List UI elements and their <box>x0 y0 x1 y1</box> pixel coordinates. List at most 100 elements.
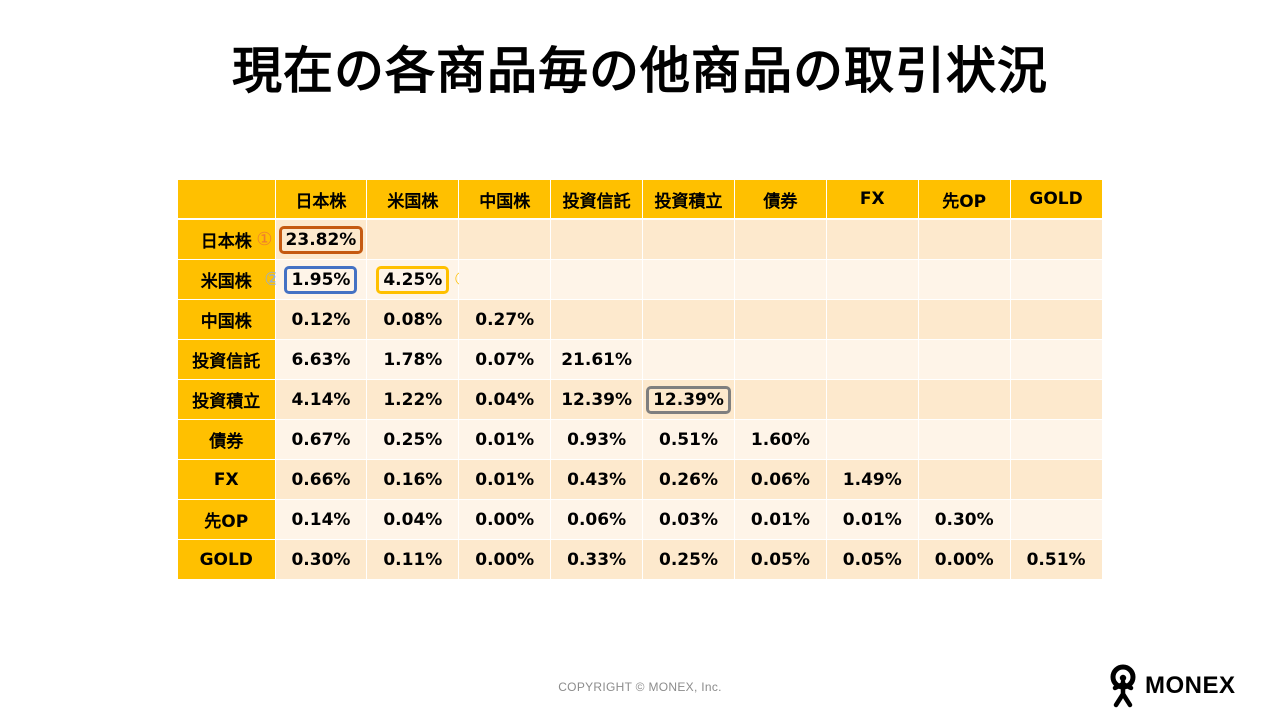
marker-1: ① <box>256 228 273 250</box>
row-header: FX <box>178 459 276 500</box>
table-cell <box>366 219 460 260</box>
table-row: 日本株 ① 23.82% <box>178 219 1103 260</box>
table-cell: 0.67% <box>275 419 368 460</box>
row-header: 先OP <box>178 499 276 540</box>
column-header: 債券 <box>734 180 827 220</box>
table-cell <box>918 299 1011 340</box>
table-cell <box>734 379 827 420</box>
table-cell <box>734 299 827 340</box>
highlighted-value-3: 4.25% <box>376 265 450 294</box>
table-cell <box>734 219 827 260</box>
table-cell <box>458 259 552 300</box>
page-title: 現在の各商品毎の他商品の取引状況 <box>232 42 1048 100</box>
table-cell: 0.30% <box>275 539 368 580</box>
table-cell: 0.07% <box>458 339 552 380</box>
table-cell <box>1010 259 1103 300</box>
table-cell: 0.01% <box>826 499 919 540</box>
table-cell <box>826 379 919 420</box>
table-cell: 1.22% <box>366 379 460 420</box>
monex-figure-icon <box>1106 664 1140 708</box>
table-cell <box>826 219 919 260</box>
table-cell <box>642 259 735 300</box>
table-cell: 0.30% <box>918 499 1011 540</box>
table-cell <box>642 299 735 340</box>
table-cell: 23.82% <box>275 219 368 260</box>
table-cell: 0.00% <box>458 499 552 540</box>
table-cell <box>550 299 644 340</box>
column-header: FX <box>826 180 919 220</box>
table-cell: 0.25% <box>366 419 460 460</box>
column-header: 中国株 <box>458 180 552 220</box>
table-cell: 1.95% <box>275 259 368 300</box>
table-cell <box>1010 339 1103 380</box>
table-cell: 0.04% <box>366 499 460 540</box>
table-row: 中国株 0.12% 0.08% 0.27% <box>178 299 1103 340</box>
monex-logo: MONEX <box>1106 664 1236 708</box>
table-cell <box>734 339 827 380</box>
row-header: 米国株 ② <box>178 259 281 300</box>
table-cell: 0.12% <box>275 299 368 340</box>
table-row: FX 0.66% 0.16% 0.01% 0.43% 0.26% 0.06% 1… <box>178 459 1103 500</box>
table-cell: 0.06% <box>734 459 827 500</box>
row-header-label: 日本株 <box>200 232 252 252</box>
table-cell: 4.14% <box>275 379 368 420</box>
table-cell: 6.63% <box>275 339 368 380</box>
table-row: 債券 0.67% 0.25% 0.01% 0.93% 0.51% 1.60% <box>178 419 1103 460</box>
table-cell <box>826 419 919 460</box>
cross-trading-matrix: 日本株 米国株 中国株 投資信託 投資積立 債券 FX 先OP GOLD 日本株… <box>178 180 1103 580</box>
row-header: 日本株 ① <box>178 219 276 260</box>
table-cell: 0.26% <box>642 459 735 500</box>
table-cell: 12.39% <box>550 379 644 420</box>
table-cell: 0.06% <box>550 499 644 540</box>
table-cell <box>1010 459 1103 500</box>
table-cell: 0.00% <box>458 539 552 580</box>
column-header: 投資信託 <box>550 180 644 220</box>
table-cell <box>642 339 735 380</box>
logo-text: MONEX <box>1145 672 1236 699</box>
table-cell <box>918 419 1011 460</box>
table-cell: 0.51% <box>642 419 735 460</box>
column-header: GOLD <box>1010 180 1103 220</box>
table-cell: 0.27% <box>458 299 552 340</box>
table-cell: 21.61% <box>550 339 644 380</box>
table-cell: 0.01% <box>458 419 552 460</box>
table-cell <box>734 259 827 300</box>
row-header: GOLD <box>178 539 276 580</box>
highlighted-value-2: 1.95% <box>284 265 358 294</box>
row-header-label: 米国株 <box>200 272 252 292</box>
table-cell: 0.05% <box>734 539 827 580</box>
table-cell <box>826 339 919 380</box>
table-row: 米国株 ② 1.95% 4.25% ③ <box>178 259 1103 300</box>
table-cell: 0.66% <box>275 459 368 500</box>
table-cell <box>918 379 1011 420</box>
table-cell <box>826 299 919 340</box>
table-cell <box>918 339 1011 380</box>
table-cell <box>918 459 1011 500</box>
column-header: 投資積立 <box>642 180 735 220</box>
header-row: 日本株 米国株 中国株 投資信託 投資積立 債券 FX 先OP GOLD <box>178 180 1103 220</box>
row-header: 債券 <box>178 419 276 460</box>
table-cell <box>918 259 1011 300</box>
column-header: 先OP <box>918 180 1011 220</box>
table-row: 先OP 0.14% 0.04% 0.00% 0.06% 0.03% 0.01% … <box>178 499 1103 540</box>
table-cell <box>1010 499 1103 540</box>
copyright-footer: COPYRIGHT © MONEX, Inc. <box>558 680 722 694</box>
highlighted-value-4: 12.39% <box>646 385 731 414</box>
table-cell <box>550 259 644 300</box>
table-cell: 0.93% <box>550 419 644 460</box>
row-header: 投資積立 <box>178 379 276 420</box>
table-cell: 0.43% <box>550 459 644 500</box>
table-cell <box>642 219 735 260</box>
table-cell <box>458 219 552 260</box>
row-header: 中国株 <box>178 299 276 340</box>
table-cell: 0.00% <box>918 539 1011 580</box>
table-cell <box>1010 419 1103 460</box>
table-cell <box>1010 219 1103 260</box>
table-cell: 0.33% <box>550 539 644 580</box>
highlighted-value-1: 23.82% <box>278 225 364 254</box>
column-header: 日本株 <box>275 180 368 220</box>
table-cell: 0.25% <box>642 539 735 580</box>
table-cell: 12.39% ④ <box>642 379 754 420</box>
corner-cell <box>178 180 276 220</box>
table-cell: 0.14% <box>275 499 368 540</box>
